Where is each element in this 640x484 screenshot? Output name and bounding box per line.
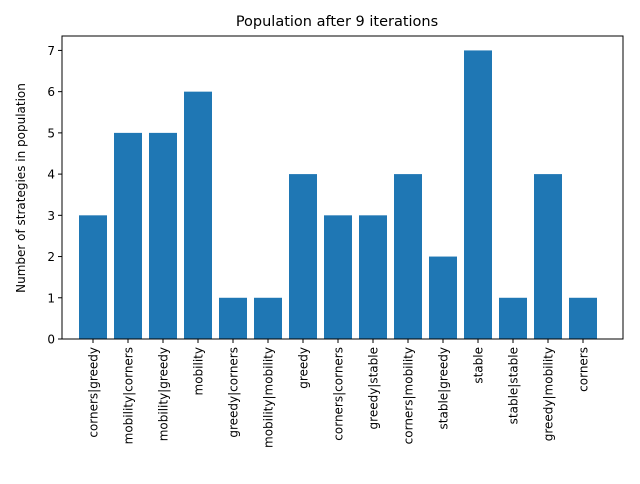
- y-tick-label: 3: [47, 209, 55, 223]
- x-tick-label: mobility|greedy: [157, 347, 171, 441]
- bar-mobility-greedy: [149, 132, 177, 339]
- bar-corners-greedy: [79, 215, 107, 339]
- x-tick-label: mobility: [192, 347, 206, 395]
- bar-stable: [464, 50, 492, 340]
- y-axis-ticks: 0 1 2 3 4 5 6 7: [47, 44, 62, 347]
- x-tick-label: greedy: [297, 347, 311, 389]
- x-tick-label: stable|greedy: [437, 347, 451, 429]
- x-tick-label: stable|stable: [507, 347, 521, 424]
- bar-mobility: [184, 91, 212, 339]
- bar-corners-mobility: [394, 174, 422, 339]
- y-tick-label: 2: [47, 250, 55, 264]
- chart-title: Population after 9 iterations: [236, 14, 438, 30]
- x-tick-label: mobility|mobility: [262, 347, 276, 448]
- x-tick-label: stable: [472, 347, 486, 384]
- bar-greedy-corners: [219, 297, 247, 339]
- y-tick-label: 1: [47, 291, 55, 305]
- y-tick-label: 5: [47, 126, 55, 140]
- x-tick-label: corners|mobility: [402, 347, 416, 444]
- bar-greedy-stable: [359, 215, 387, 339]
- x-tick-label: greedy|corners: [227, 347, 241, 438]
- bar-mobility-mobility: [254, 297, 282, 339]
- bar-greedy: [289, 174, 317, 339]
- y-axis-label: Number of strategies in population: [14, 83, 28, 293]
- x-tick-label: corners|corners: [332, 347, 346, 441]
- axes-frame: [61, 35, 624, 340]
- y-tick-label: 7: [47, 44, 55, 58]
- x-tick-label: corners: [577, 347, 591, 392]
- bar-corners-corners: [324, 215, 352, 339]
- bars-layer: [79, 50, 597, 340]
- y-tick-label: 6: [47, 85, 55, 99]
- bar-mobility-corners: [114, 132, 142, 339]
- x-tick-label: corners|greedy: [87, 347, 101, 438]
- y-tick-label: 0: [47, 333, 55, 347]
- x-tick-label: greedy|stable: [367, 347, 381, 429]
- bar-stable-greedy: [429, 256, 457, 339]
- x-axis-ticks: corners|greedy mobility|corners mobility|g…: [87, 339, 591, 448]
- plot-frame: [61, 35, 624, 340]
- y-tick-label: 4: [47, 168, 55, 182]
- x-tick-label: greedy|mobility: [542, 347, 556, 441]
- bar-greedy-mobility: [534, 174, 562, 339]
- x-tick-label: mobility|corners: [122, 347, 136, 444]
- bar-corners: [569, 297, 597, 339]
- bar-stable-stable: [499, 297, 527, 339]
